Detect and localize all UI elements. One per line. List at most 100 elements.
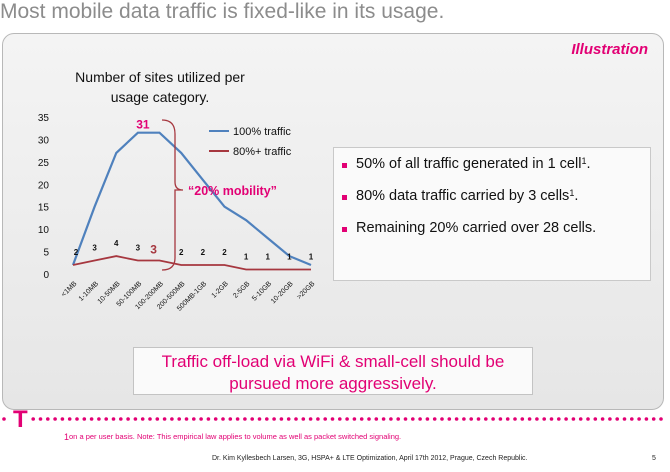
- divider-dot: [38, 417, 43, 421]
- credit-line: Dr. Kim Kyllesbech Larsen, 3G, HSPA+ & L…: [212, 455, 528, 462]
- bullet-item: 50% of all traffic generated in 1 cell1.: [342, 156, 644, 188]
- telekom-logo: T: [13, 406, 28, 433]
- divider-dot: [184, 417, 189, 421]
- data-label: 2: [222, 248, 227, 257]
- bullet-text: 50% of all traffic generated in 1 cell1.: [356, 156, 591, 172]
- divider-dot: [221, 417, 225, 421]
- data-label: 1: [244, 253, 249, 262]
- divider-dot: [484, 417, 488, 421]
- data-label: 3: [136, 244, 141, 253]
- divider-dot: [462, 417, 466, 421]
- divider-dot: [308, 417, 313, 421]
- data-label: 4: [114, 239, 119, 248]
- divider-dot: [257, 417, 262, 421]
- offload-callout: Traffic off-load via WiFi & small-cell s…: [133, 347, 533, 395]
- divider-dot: [600, 417, 605, 421]
- mobility-annotation: “20% mobility”: [188, 184, 277, 198]
- divider-dot: [520, 417, 525, 421]
- content-panel: Illustration Number of sites utilized pe…: [2, 33, 664, 410]
- divider-dot: [228, 417, 233, 421]
- divider-dot: [89, 417, 94, 421]
- bullet-marker-icon: [342, 195, 347, 200]
- divider-dot: [469, 417, 474, 421]
- bullet-item: 80% data traffic carried by 3 cells1.: [342, 188, 644, 220]
- divider-dot: [97, 417, 101, 421]
- divider-dot: [498, 417, 503, 421]
- divider-dot: [352, 417, 357, 421]
- divider-dot: [593, 417, 598, 421]
- divider-dot: [557, 417, 561, 421]
- divider-dot: [403, 417, 408, 421]
- divider-dot: [140, 417, 145, 421]
- divider-dot: [31, 417, 35, 421]
- divider-dot: [155, 417, 160, 421]
- divider-dot: [199, 417, 203, 421]
- divider-dot: [578, 417, 583, 421]
- legend-label: 100% traffic: [233, 126, 291, 138]
- divider-dot: [213, 417, 218, 421]
- divider-dot: [250, 417, 254, 421]
- divider-dot: [447, 417, 452, 421]
- x-tick-label: >20GB: [296, 280, 317, 301]
- chart-title: Number of sites utilized per usage categ…: [55, 67, 265, 107]
- y-tick-label: 30: [38, 135, 50, 146]
- divider-dot: [294, 417, 298, 421]
- divider-dot: [272, 417, 276, 421]
- divider-dot: [659, 417, 663, 421]
- divider-dot: [542, 417, 546, 421]
- divider-dot: [126, 417, 130, 421]
- divider-dot: [432, 417, 437, 421]
- divider-dot: [608, 417, 612, 421]
- divider-dot: [571, 417, 576, 421]
- y-tick-label: 0: [43, 270, 49, 281]
- divider-dot: [345, 417, 349, 421]
- series-line-red: [72, 255, 311, 271]
- y-tick-label: 15: [38, 203, 50, 214]
- divider-dot: [637, 417, 641, 421]
- bullet-text: Remaining 20% carried over 28 cells.: [356, 220, 597, 236]
- series-line-blue: [71, 131, 312, 267]
- divider-dot: [564, 417, 568, 421]
- divider-dot: [549, 417, 554, 421]
- divider-dot: [418, 417, 422, 421]
- mobility-bracket: [161, 119, 184, 271]
- divider-dot: [389, 417, 393, 421]
- divider-dot: [133, 417, 138, 421]
- divider-dot: [381, 417, 386, 421]
- divider-dot: [46, 417, 50, 421]
- divider-dot: [330, 417, 335, 421]
- divider-dot: [440, 417, 444, 421]
- divider-dot: [651, 417, 656, 421]
- y-tick-label: 20: [38, 180, 50, 191]
- divider-dot: [148, 417, 152, 421]
- slide-title: Most mobile data traffic is fixed-like i…: [0, 0, 445, 23]
- divider-dot: [286, 417, 291, 421]
- divider-dot: [476, 417, 481, 421]
- data-label: 2: [201, 248, 206, 257]
- divider-dot: [505, 417, 510, 421]
- divider-dot: [67, 417, 72, 421]
- data-label: 1: [309, 253, 314, 262]
- x-tick-label: 2-5GB: [232, 280, 251, 299]
- divider-dot: [192, 417, 196, 421]
- y-tick-label: 10: [38, 225, 50, 236]
- divider-dot: [622, 417, 627, 421]
- divider-dot: [338, 417, 342, 421]
- divider-dot: [206, 417, 211, 421]
- y-tick-label: 35: [38, 113, 50, 124]
- dotted-divider: [2, 417, 663, 421]
- callout-line-1: Traffic off-load via WiFi & small-cell s…: [161, 352, 505, 371]
- divider-dot: [265, 417, 269, 421]
- callout-line-2: pursued more aggressively.: [229, 374, 437, 393]
- divider-dot: [644, 417, 649, 421]
- divider-dot: [162, 417, 167, 421]
- divider-dot: [367, 417, 371, 421]
- data-label: 1: [266, 253, 271, 262]
- divider-dot: [82, 417, 87, 421]
- divider-dot: [630, 417, 634, 421]
- legend-label: 80%+ traffic: [233, 146, 292, 158]
- divider-dot: [491, 417, 495, 421]
- divider-dot: [359, 417, 364, 421]
- divider-dot: [615, 417, 619, 421]
